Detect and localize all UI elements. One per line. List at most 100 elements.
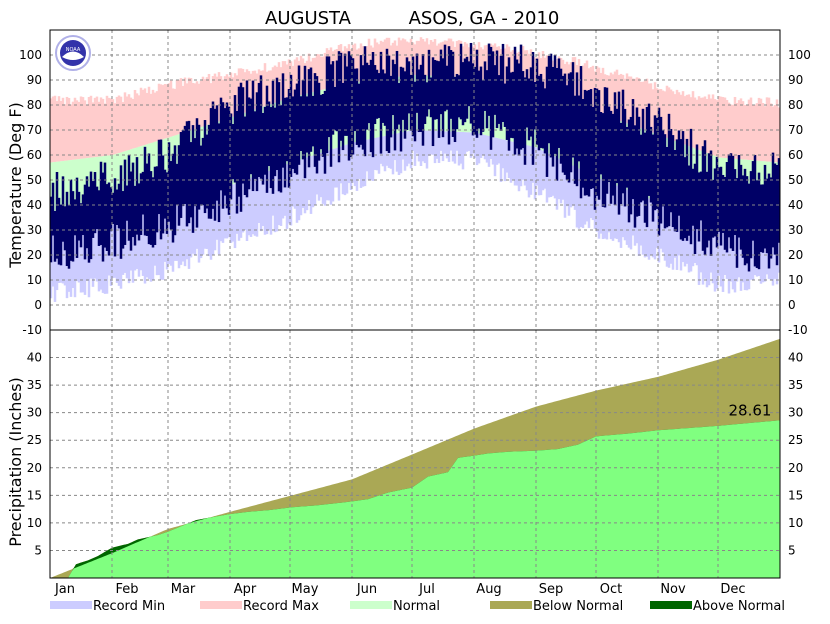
record-min-bar	[381, 136, 385, 167]
observed-temp-bar	[555, 67, 559, 181]
record-min-bar	[187, 195, 191, 269]
record-min-bar	[547, 153, 551, 198]
observed-temp-bar	[633, 125, 637, 228]
record-min-bar	[251, 176, 255, 235]
record-max-bar	[611, 74, 615, 119]
precip-ytick-left: 35	[27, 378, 42, 392]
record-min-bar	[471, 132, 475, 154]
temp-ytick-right: 100	[788, 48, 811, 62]
record-min-bar	[729, 218, 733, 282]
record-max-bar	[763, 106, 767, 162]
observed-temp-bar	[247, 97, 251, 190]
observed-temp-bar	[753, 154, 757, 267]
record-min-bar	[157, 203, 161, 276]
record-min-bar	[711, 216, 715, 284]
record-max-bar	[735, 103, 739, 159]
record-max-bar	[273, 65, 277, 103]
observed-temp-bar	[335, 60, 339, 132]
record-min-bar	[63, 221, 67, 286]
month-xtick: Jul	[418, 582, 435, 597]
record-max-bar	[263, 63, 267, 107]
record-min-bar	[665, 204, 669, 267]
observed-temp-bar	[595, 88, 599, 196]
record-min-bar	[521, 144, 525, 180]
record-min-bar	[371, 138, 375, 181]
observed-temp-bar	[387, 55, 391, 153]
temp-ytick-right: 80	[788, 98, 803, 112]
temp-ytick-right: 40	[788, 198, 803, 212]
normal-band-bar	[57, 161, 61, 222]
observed-temp-bar	[185, 121, 189, 227]
observed-temp-bar	[159, 139, 163, 240]
record-min-bar	[323, 151, 327, 206]
precip-ytick-right: 40	[788, 351, 803, 365]
temp-ytick-left: 0	[34, 298, 42, 312]
observed-temp-bar	[191, 125, 195, 233]
record-max-bar	[633, 78, 637, 127]
record-max-bar	[651, 89, 655, 133]
record-max-bar	[457, 40, 461, 77]
observed-temp-bar	[157, 139, 161, 215]
observed-temp-bar	[139, 173, 143, 235]
record-max-bar	[67, 98, 71, 161]
observed-temp-bar	[631, 99, 635, 200]
observed-temp-bar	[375, 69, 379, 119]
observed-temp-bar	[91, 181, 95, 238]
observed-temp-bar	[467, 61, 471, 107]
temp-ytick-left: 30	[27, 223, 42, 237]
observed-temp-bar	[265, 85, 269, 193]
observed-temp-bar	[535, 58, 539, 145]
observed-temp-bar	[565, 85, 569, 180]
record-max-bar	[771, 106, 775, 162]
record-min-bar	[325, 150, 329, 201]
record-max-bar	[659, 88, 663, 136]
record-max-bar	[541, 51, 545, 95]
observed-temp-bar	[197, 124, 201, 210]
record-min-bar	[673, 206, 677, 258]
normal-band-bar	[121, 151, 125, 215]
record-max-bar	[261, 70, 265, 107]
observed-temp-bar	[59, 204, 63, 266]
observed-temp-bar	[129, 171, 133, 251]
record-min-bar	[321, 152, 325, 204]
record-min-bar	[103, 218, 107, 294]
observed-temp-bar	[305, 96, 309, 153]
observed-temp-bar	[701, 146, 705, 251]
record-min-bar	[397, 132, 401, 175]
record-min-bar	[111, 217, 115, 279]
observed-temp-bar	[741, 175, 745, 258]
record-min-bar	[619, 187, 623, 248]
record-max-bar	[167, 83, 171, 138]
precip-ytick-right: 20	[788, 461, 803, 475]
record-max-bar	[121, 102, 125, 152]
temp-ytick-right: 0	[788, 298, 796, 312]
record-max-bar	[355, 49, 359, 82]
observed-temp-bar	[617, 91, 621, 215]
record-min-bar	[465, 132, 469, 152]
record-max-bar	[413, 44, 417, 76]
record-max-bar	[53, 95, 57, 163]
record-max-bar	[433, 39, 437, 76]
record-max-bar	[509, 51, 513, 87]
record-min-bar	[571, 165, 575, 206]
precip-ytick-left: 15	[27, 488, 42, 502]
record-min-bar	[85, 219, 89, 281]
record-min-bar	[413, 130, 417, 166]
observed-temp-bar	[175, 163, 179, 206]
legend-item: Below Normal	[490, 599, 623, 614]
observed-temp-bar	[435, 60, 439, 120]
observed-temp-bar	[297, 65, 301, 165]
observed-temp-bar	[499, 55, 503, 131]
record-max-bar	[461, 46, 465, 78]
record-min-bar	[527, 145, 531, 198]
record-min-bar	[335, 147, 339, 188]
record-min-bar	[499, 138, 503, 182]
observed-temp-bar	[539, 73, 543, 148]
observed-temp-bar	[563, 73, 567, 175]
observed-temp-bar	[255, 92, 259, 192]
legend: Record Min Record Max Normal Below Normal Ab…	[50, 599, 785, 614]
precip-axis-title: Precipitation (Inches)	[6, 377, 25, 547]
record-min-bar	[351, 142, 355, 183]
record-max-bar	[701, 97, 705, 152]
observed-temp-bar	[449, 50, 453, 119]
